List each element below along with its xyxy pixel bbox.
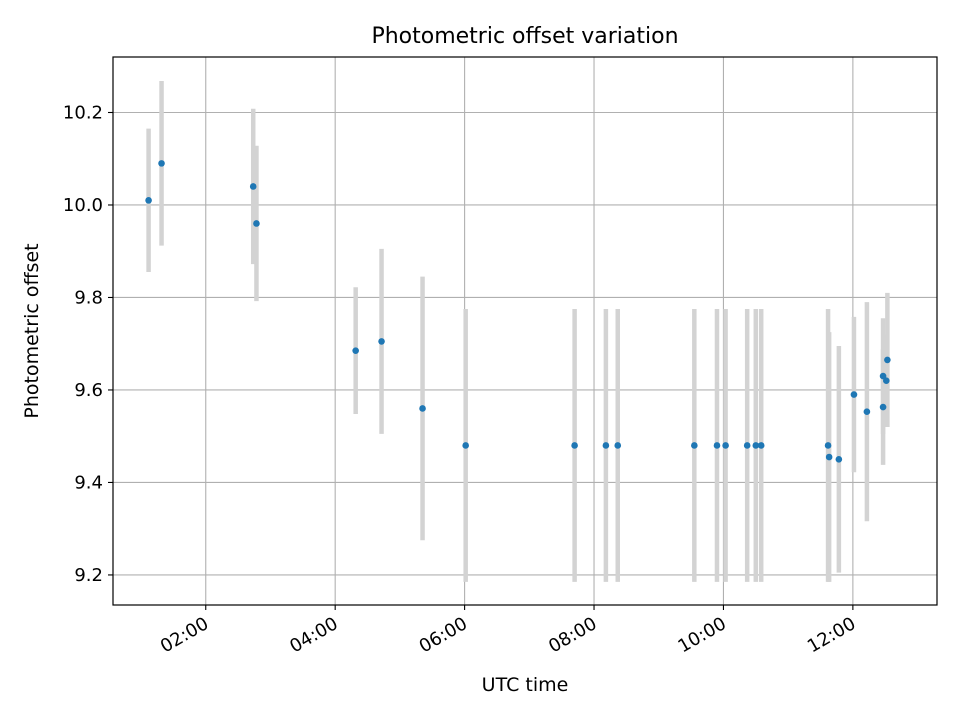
grid [113,57,937,605]
data-point [863,408,871,415]
data-point [145,197,152,204]
data-point [602,442,610,449]
chart-title: Photometric offset variation [371,24,678,49]
data-point [752,442,760,449]
data-point [249,183,257,190]
data-point [713,442,721,449]
data-point [378,338,385,345]
data-point [571,442,578,449]
data-point [743,442,751,449]
y-tick-label: 9.4 [74,472,103,493]
data-point [835,456,843,463]
data-point [879,372,887,380]
y-tick-label: 10.0 [63,195,103,216]
y-tick-label: 10.2 [63,102,103,123]
y-tick-label: 9.8 [74,287,103,308]
data-point [879,403,887,411]
data-point [253,220,260,227]
data-point [850,391,858,398]
data-point [825,453,833,461]
y-tick-label: 9.2 [74,565,103,586]
data-point [824,442,832,449]
data-point [884,356,891,364]
y-tick-label: 9.6 [74,380,103,401]
data-point [883,377,890,385]
data-point [722,442,729,449]
x-axis-label: UTC time [482,674,569,696]
data-point [352,347,359,354]
data-point [158,160,165,167]
data-point [419,405,426,412]
data-point [462,442,469,449]
y-axis-label: Photometric offset [21,243,43,418]
data-point [757,442,765,449]
plot-area [145,81,891,582]
axes-frame [112,56,938,606]
data-point [691,442,698,449]
data-point [614,442,622,449]
